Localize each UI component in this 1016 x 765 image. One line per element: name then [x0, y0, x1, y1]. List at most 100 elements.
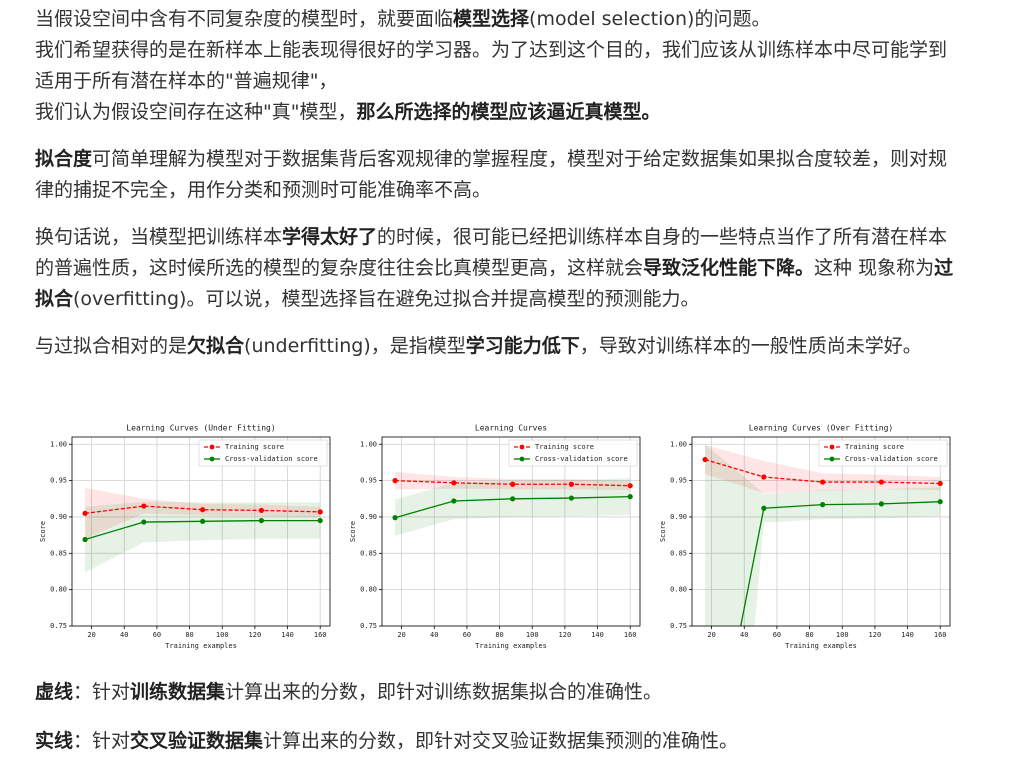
series-line: [84, 505, 321, 514]
point: [392, 515, 398, 521]
point: [451, 498, 457, 504]
x-tick-label: 100: [216, 631, 229, 639]
x-tick-label: 160: [314, 631, 327, 639]
legend-label: Training score: [225, 443, 284, 451]
x-tick-label: 60: [773, 631, 781, 639]
plot-frame: [691, 436, 951, 627]
x-tick-label: 160: [624, 631, 637, 639]
chart: Learning Curves (Under Fitting) Training …: [39, 424, 331, 650]
std-band: [705, 444, 941, 626]
point: [317, 517, 323, 524]
point: [702, 456, 708, 463]
text-line: 我们认为假设空间存在这种"真"模型，那么所选择的模型应该逼近真模型。: [35, 97, 960, 128]
point: [627, 494, 633, 500]
y-tick-label: 0.85: [50, 549, 67, 557]
y-axis-label: Score: [659, 521, 667, 542]
paragraph: 实线：针对交叉验证数据集计算出来的分数，即针对交叉验证数据集预测的准确性。: [35, 726, 975, 757]
text: ：针对: [73, 681, 131, 703]
text-line: 当假设空间中含有不同复杂度的模型时，就要面临模型选择(model selecti…: [35, 4, 960, 35]
bold-text: 拟合度: [35, 148, 93, 170]
point: [761, 474, 767, 480]
y-tick-label: 0.85: [670, 549, 687, 557]
bold-text: 导致泛化性能下降。: [643, 257, 815, 279]
legend-marker: [209, 456, 215, 462]
bold-text: 学得太好了: [282, 226, 378, 248]
bold-text: 欠拟合: [187, 335, 245, 357]
legend-label: Training score: [535, 443, 594, 451]
plot: [392, 471, 633, 536]
bold-text: 训练数据集: [130, 681, 226, 703]
x-tick-label: 60: [463, 631, 471, 639]
y-tick-label: 1.00: [670, 440, 687, 448]
x-tick-label: 60: [153, 631, 161, 639]
x-tick-label: 140: [591, 631, 604, 639]
y-tick-label: 1.00: [360, 440, 377, 448]
point: [258, 517, 265, 524]
legend-box: [508, 439, 638, 467]
text-line: 与过拟合相对的是欠拟合(underfitting)，是指模型学习能力低下，导致对…: [35, 331, 960, 362]
paragraph: 拟合度可简单理解为模型对于数据集背后客观规律的掌握程度，模型对于给定数据集如果拟…: [35, 144, 960, 206]
paragraph: 当假设空间中含有不同复杂度的模型时，就要面临模型选择(model selecti…: [35, 4, 960, 128]
text: 可简单理解为模型对于数据集背后客观规律的掌握程度，模型对于给定数据集如果拟合度较…: [35, 148, 948, 201]
point: [258, 507, 265, 514]
text: (overfitting)。可以说，模型选择旨在避免过拟合并提高模型的预测能力。: [73, 288, 700, 310]
x-tick-label: 40: [120, 631, 128, 639]
x-axis-label: Training examples: [165, 642, 237, 650]
bold-text: 那么所选择的模型应该逼近真模型。: [356, 101, 661, 123]
y-axis-label: Score: [349, 521, 357, 542]
x-tick-label: 140: [281, 631, 294, 639]
legend-label: Training score: [845, 443, 904, 451]
point: [82, 510, 88, 516]
plot-frame: [71, 436, 331, 627]
x-tick-label: 20: [87, 631, 95, 639]
legend-box: [198, 439, 328, 467]
text-line: 换句话说，当模型把训练样本学得太好了的时候，很可能已经把训练样本自身的一些特点当…: [35, 222, 960, 315]
chart: Learning Curves Training examples Score 0.7…: [349, 424, 641, 650]
legend-marker: [519, 456, 525, 462]
point: [82, 536, 88, 543]
text-line: 虚线：针对训练数据集计算出来的分数，即针对训练数据集拟合的准确性。: [35, 677, 975, 708]
y-tick-label: 0.90: [50, 513, 67, 521]
std-band: [85, 487, 321, 539]
text: 的时候，很可能已经把训练样本自身的一些特点当作了所有潜在样本的普遍性质，这时候所…: [35, 226, 948, 279]
y-tick-label: 0.90: [360, 513, 377, 521]
plot: [702, 444, 943, 626]
bold-text: 实线: [35, 730, 74, 752]
point: [451, 480, 457, 486]
y-tick-label: 0.90: [670, 513, 687, 521]
legend-marker: [209, 444, 215, 450]
x-tick-label: 20: [397, 631, 405, 639]
x-tick-label: 140: [901, 631, 914, 639]
plot: [82, 487, 323, 573]
legend-marker: [519, 444, 525, 450]
text: 与过拟合相对的是: [35, 335, 188, 357]
y-tick-label: 0.95: [670, 477, 687, 485]
point: [317, 509, 323, 515]
paragraph: 与过拟合相对的是欠拟合(underfitting)，是指模型学习能力低下，导致对…: [35, 331, 960, 362]
point: [141, 519, 147, 525]
point: [510, 496, 516, 502]
text: ，导致对训练样本的一般性质尚未学好。: [579, 335, 922, 357]
article: 当假设空间中含有不同复杂度的模型时，就要面临模型选择(model selecti…: [35, 4, 960, 378]
y-tick-label: 0.75: [50, 622, 67, 630]
y-tick-label: 0.80: [360, 586, 377, 594]
bold-text: 交叉验证数据集: [130, 730, 264, 752]
chart-title: Learning Curves (Over Fitting): [749, 424, 894, 433]
point: [392, 478, 398, 484]
y-tick-label: 0.75: [360, 622, 377, 630]
legend-label: Cross-validation score: [845, 455, 938, 463]
y-axis-label: Score: [39, 521, 47, 542]
y-tick-label: 0.95: [50, 477, 67, 485]
x-tick-label: 80: [185, 631, 193, 639]
point: [568, 481, 575, 487]
x-tick-label: 100: [836, 631, 849, 639]
text: 我们认为假设空间存在这种"真"模型，: [35, 101, 357, 123]
point: [510, 481, 516, 487]
point: [200, 518, 206, 524]
legend-marker: [829, 444, 835, 450]
text: 当假设空间中含有不同复杂度的模型时，就要面临: [35, 8, 454, 30]
figure: Learning Curves (Under Fitting) Training …: [35, 415, 965, 655]
x-tick-label: 40: [430, 631, 438, 639]
y-tick-label: 0.95: [360, 477, 377, 485]
